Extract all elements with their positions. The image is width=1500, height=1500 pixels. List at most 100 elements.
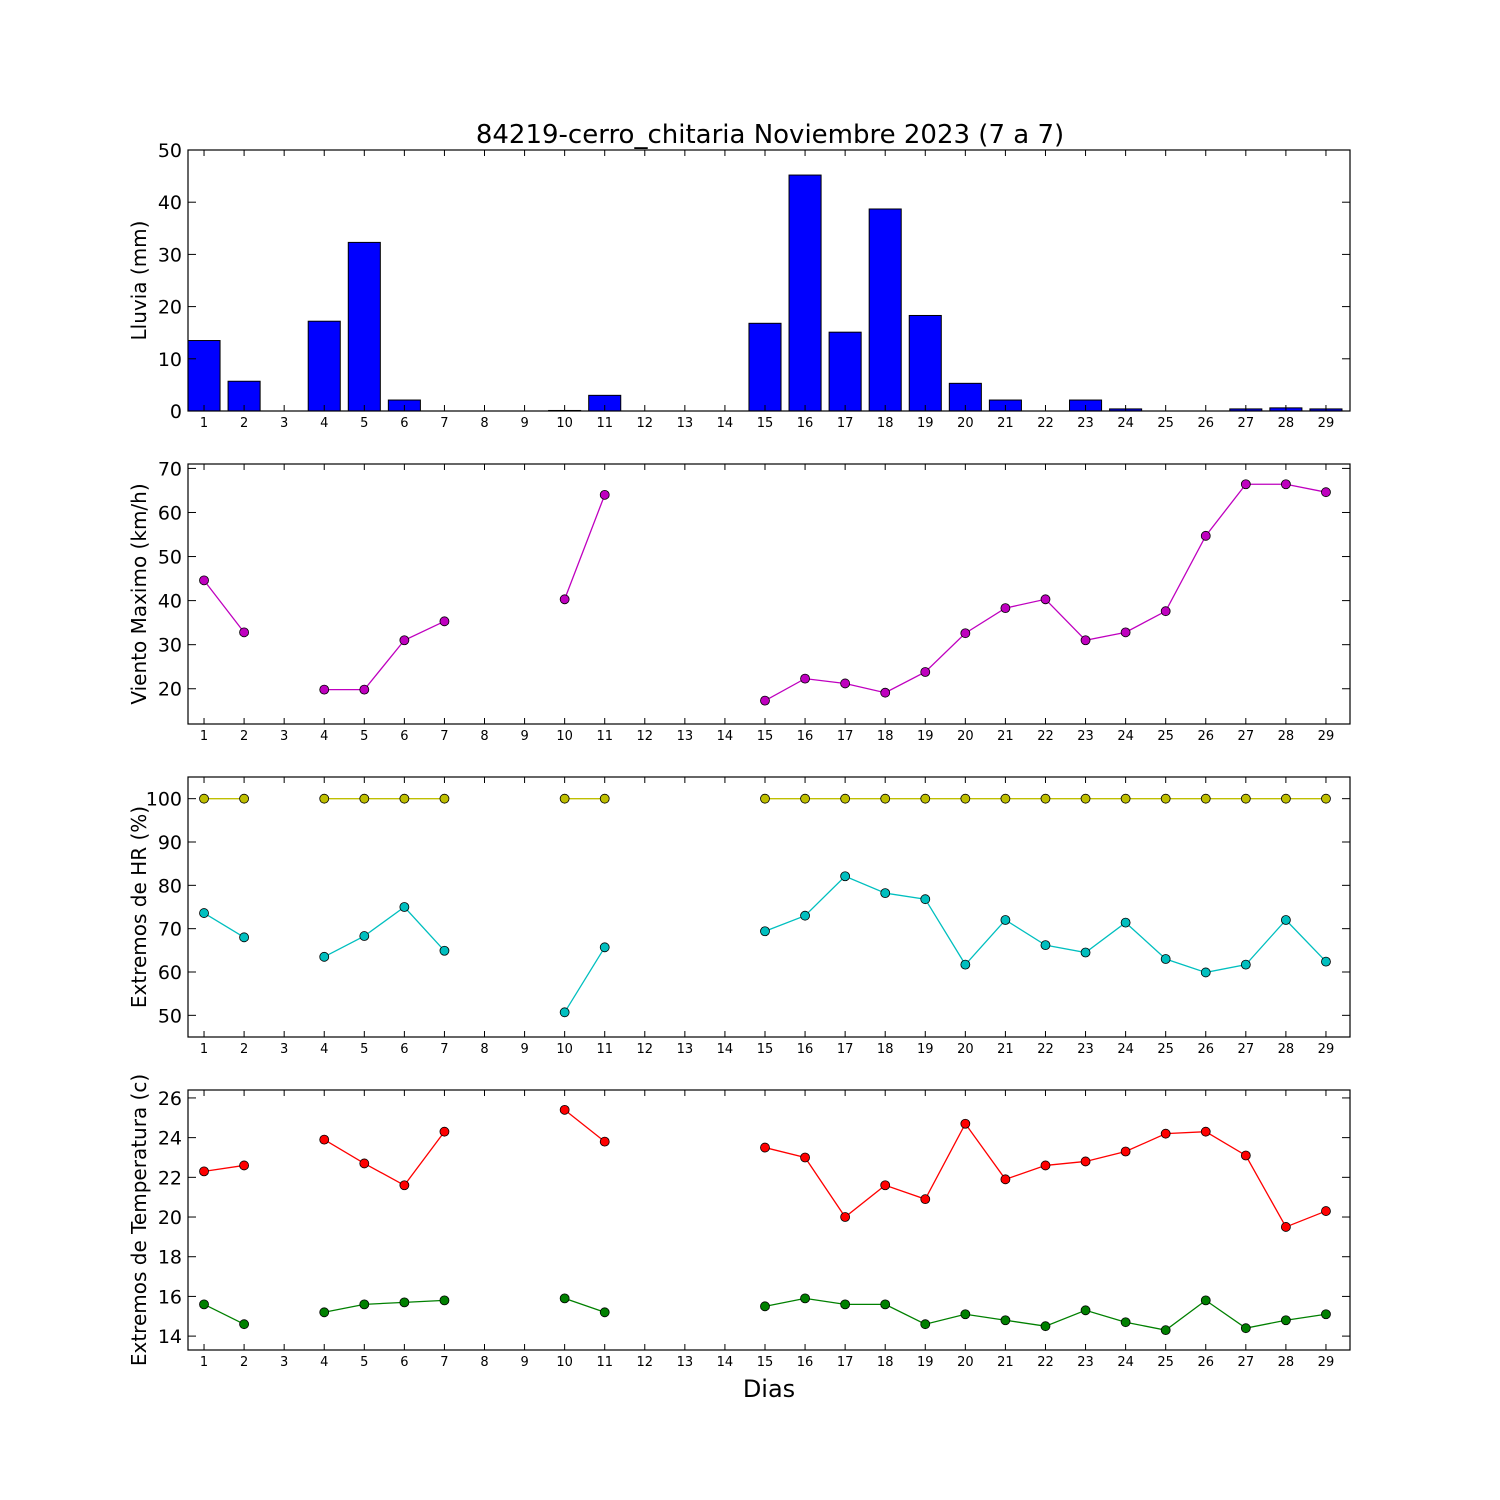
x-tick-label: 3 [280, 1355, 288, 1370]
x-tick-label: 20 [957, 416, 974, 431]
series-line-1 [203, 483, 1327, 702]
x-tick-label: 13 [677, 1355, 694, 1370]
x-tick-label: 16 [797, 1042, 814, 1057]
data-point [1120, 1146, 1131, 1157]
data-point [960, 793, 971, 804]
data-point [1280, 915, 1291, 925]
x-tick-label: 12 [637, 729, 654, 744]
x-tick-label: 9 [520, 1355, 528, 1370]
data-point [1280, 1315, 1291, 1326]
x-tick-label: 4 [320, 416, 328, 431]
data-point [319, 684, 330, 695]
data-point [880, 793, 891, 804]
x-tick-label: 13 [677, 416, 694, 431]
bar [748, 322, 782, 412]
data-point [1321, 487, 1331, 498]
x-tick-label: 15 [757, 1042, 774, 1057]
data-point [1040, 1321, 1051, 1332]
x-tick-label: 19 [917, 416, 934, 431]
x-tick-label: 10 [556, 1042, 573, 1057]
x-tick-label: 2 [240, 416, 248, 431]
data-point [1160, 1128, 1171, 1139]
y-tick-label: 20 [158, 679, 182, 701]
series-line-2 [203, 1297, 1327, 1331]
data-point [1120, 917, 1131, 928]
y-tick-label: 18 [158, 1247, 182, 1269]
x-tick-label: 6 [400, 416, 408, 431]
x-tick-label: 15 [757, 416, 774, 431]
x-tick-label: 7 [440, 1355, 448, 1370]
data-point [239, 1160, 249, 1171]
data-point [199, 575, 209, 586]
y-tick-label: 60 [158, 962, 182, 984]
x-tick-label: 28 [1278, 729, 1295, 744]
data-point [199, 793, 209, 804]
x-tick-label: 9 [520, 1042, 528, 1057]
x-tick-label: 5 [360, 729, 368, 744]
chart-title: 84219-cerro_chitaria Noviembre 2023 (7 a… [476, 120, 1064, 150]
x-tick-label: 17 [837, 416, 854, 431]
x-tick-label: 13 [677, 729, 694, 744]
x-tick-label: 27 [1238, 729, 1255, 744]
data-point [439, 945, 450, 956]
x-tick-label: 6 [400, 1355, 408, 1370]
x-tick-label: 13 [677, 1042, 694, 1057]
x-tick-label: 11 [596, 416, 613, 431]
x-tick-label: 8 [480, 729, 488, 744]
x-tick-label: 25 [1157, 416, 1174, 431]
x-tick-label: 1 [200, 729, 208, 744]
x-axis-label: Dias [743, 1375, 795, 1403]
x-tick-label: 11 [596, 1042, 613, 1057]
data-point [1040, 594, 1051, 605]
x-tick-label: 28 [1278, 416, 1295, 431]
data-point [960, 959, 971, 970]
data-point [239, 793, 249, 804]
data-point [439, 793, 450, 804]
x-tick-label: 5 [360, 416, 368, 431]
data-point [559, 793, 570, 804]
x-tick-label: 11 [596, 1355, 613, 1370]
x-tick-label: 29 [1318, 1355, 1335, 1370]
y-tick-label: 50 [158, 547, 182, 569]
y-tick-label: 60 [158, 502, 182, 524]
x-tick-label: 27 [1238, 416, 1255, 431]
data-point [920, 1194, 931, 1205]
x-tick-label: 1 [200, 1355, 208, 1370]
x-tick-label: 4 [320, 1042, 328, 1057]
x-tick-label: 26 [1197, 1042, 1214, 1057]
data-point [1080, 635, 1091, 646]
data-point [359, 684, 370, 695]
bar [828, 331, 862, 412]
x-tick-label: 26 [1197, 729, 1214, 744]
axes-frame [187, 1089, 1351, 1351]
data-point [920, 667, 931, 677]
data-point [1000, 793, 1011, 804]
data-point [559, 594, 570, 605]
x-tick-label: 9 [520, 416, 528, 431]
x-tick-label: 14 [717, 416, 734, 431]
data-point [1080, 947, 1091, 958]
x-tick-label: 10 [556, 1355, 573, 1370]
x-tick-label: 20 [957, 729, 974, 744]
data-point [1321, 956, 1331, 967]
x-tick-label: 2 [240, 1042, 248, 1057]
x-tick-label: 10 [556, 416, 573, 431]
data-point [800, 1293, 810, 1304]
x-tick-label: 7 [440, 416, 448, 431]
data-point [1321, 1206, 1331, 1216]
data-point [1080, 1305, 1091, 1316]
x-tick-label: 17 [837, 1042, 854, 1057]
data-point [840, 1299, 851, 1310]
y-tick-label: 30 [158, 635, 182, 657]
x-tick-label: 2 [240, 729, 248, 744]
x-tick-label: 17 [837, 1355, 854, 1370]
data-point [800, 910, 810, 921]
x-tick-label: 27 [1238, 1042, 1255, 1057]
data-point [599, 793, 610, 804]
data-point [1200, 530, 1211, 541]
axes-frame [187, 463, 1351, 725]
x-tick-label: 29 [1318, 416, 1335, 431]
data-point [1000, 1315, 1011, 1326]
data-point [840, 678, 851, 689]
x-tick-label: 24 [1117, 729, 1134, 744]
